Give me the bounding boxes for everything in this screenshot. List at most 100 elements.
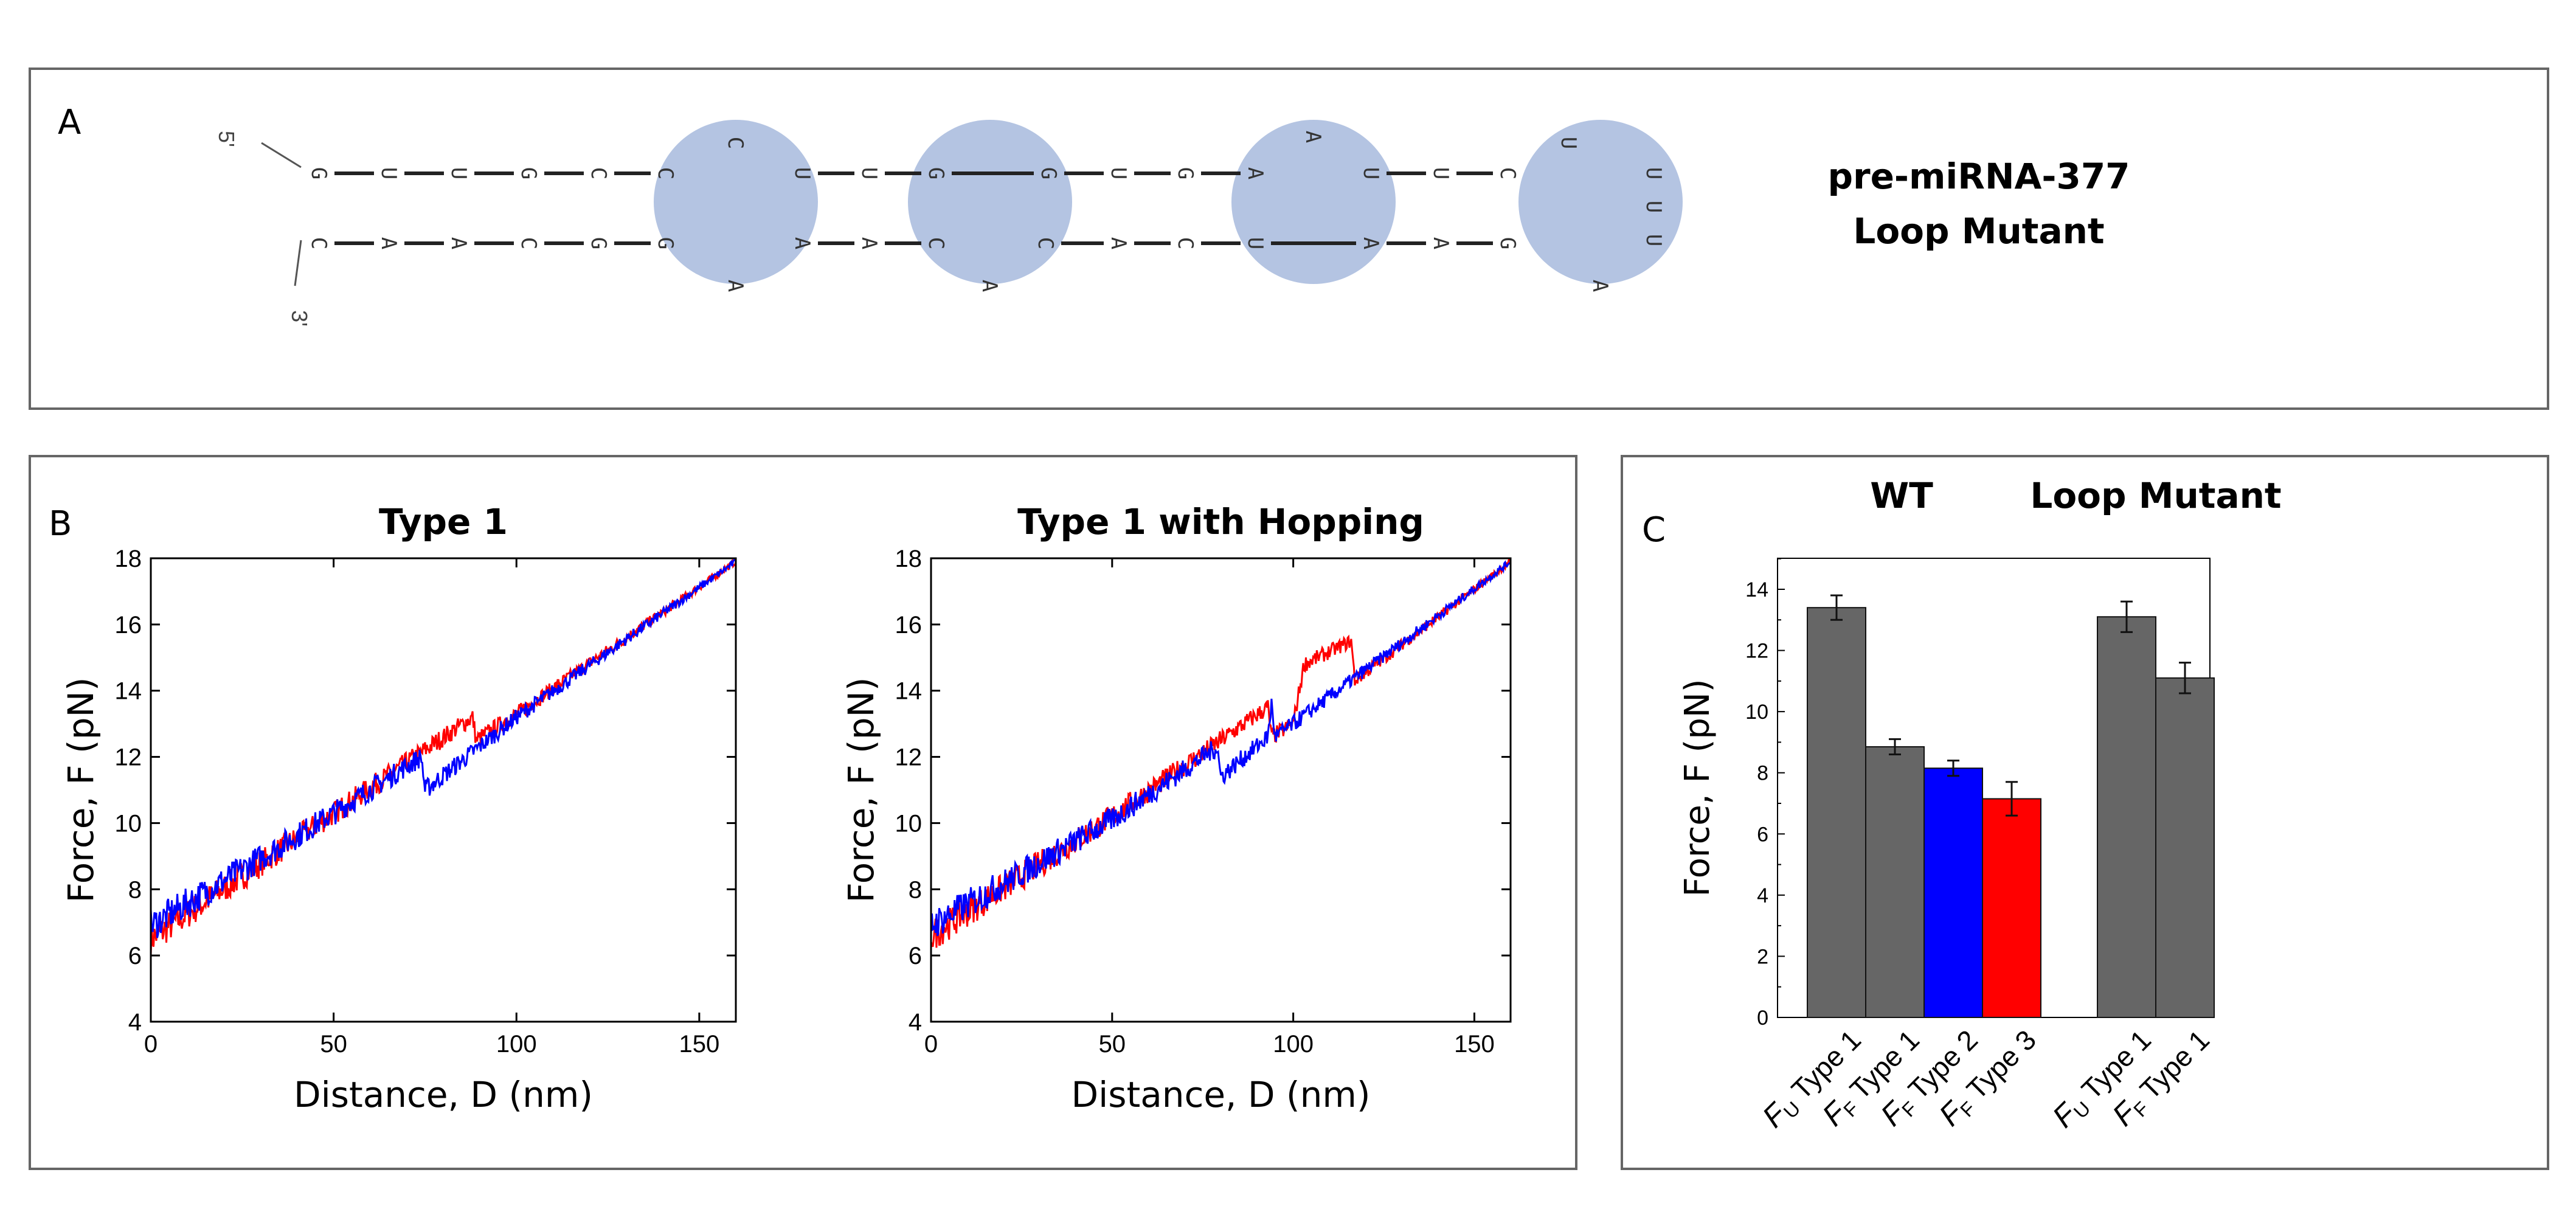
three-prime-tail — [294, 240, 302, 286]
nucleotide-bottom: C — [516, 237, 541, 249]
nucleotide-top: U — [376, 167, 401, 179]
x-tick-label: 100 — [496, 1031, 537, 1058]
nucleotide-bottom: A — [1588, 280, 1612, 292]
bar — [2097, 616, 2156, 1018]
nucleotide-bottom: A — [977, 280, 1002, 292]
nucleotide-top: G — [306, 167, 331, 179]
nucleotide-top: G — [924, 167, 948, 179]
nucleotide-bottom: G — [586, 237, 611, 249]
five-prime-tail — [261, 142, 302, 168]
y-tick-label: 12 — [115, 744, 142, 771]
loop-highlight-2 — [908, 120, 1072, 284]
nucleotide-bottom: A — [857, 237, 881, 249]
nucleotide-bottom: A — [790, 237, 814, 249]
nucleotide-top: G — [1173, 167, 1197, 179]
nucleotide-top: U — [1428, 167, 1453, 179]
x-axis-label: Distance, D (nm) — [1071, 1074, 1370, 1115]
bar — [1865, 746, 1925, 1018]
y-tick-label: 6 — [128, 943, 142, 969]
bar — [1982, 798, 2041, 1018]
x-tick-label: 50 — [320, 1031, 347, 1058]
nucleotide-bottom: U — [1243, 237, 1267, 249]
plot-type1-hopping: Type 1 with Hopping 0 50 100 150 4 6 8 10 12 14 16 1… — [840, 501, 1512, 1115]
plot-type1: Type 1 0 50 100 150 4 6 8 10 12 14 16 18 Distance, D … — [60, 501, 737, 1115]
group-label-loop-mutant: Loop Mutant — [2030, 475, 2281, 516]
loop-highlight-4 — [1518, 120, 1683, 284]
five-prime-label: 5' — [214, 131, 239, 147]
trace-relax — [150, 558, 737, 938]
y-tick-label: 6 — [909, 943, 922, 969]
y-axis-label: Force, F (pN) — [60, 677, 102, 902]
bar — [1807, 607, 1866, 1018]
y-tick-label: 10 — [115, 810, 142, 837]
nucleotide-bottom: A — [376, 237, 401, 249]
plot-area — [151, 558, 736, 1022]
nucleotide-bottom: A — [1106, 237, 1130, 249]
x-tick-label: 0 — [144, 1031, 158, 1058]
y-tick-label: 8 — [128, 876, 142, 903]
nucleotide-top: U — [857, 167, 881, 179]
nucleotide-top: U — [1556, 137, 1581, 149]
y-tick-label: 12 — [1745, 640, 1768, 663]
x-tick-label: 150 — [679, 1031, 720, 1058]
nucleotide-top: U — [1359, 167, 1383, 179]
nucleotide-top: G — [1036, 167, 1061, 179]
three-prime-label: 3' — [287, 310, 312, 327]
x-tick-label: 0 — [924, 1031, 938, 1058]
plot-frame — [930, 557, 1512, 1023]
nucleotide-bottom: A — [446, 237, 471, 249]
loop-highlight-1 — [654, 120, 818, 284]
nucleotide-bottom: C — [1033, 237, 1058, 249]
y-tick-label: 14 — [115, 678, 142, 705]
nucleotide-top: C — [586, 167, 611, 179]
nucleotide-bottom: C — [1173, 237, 1197, 249]
nucleotide-top: U — [1106, 167, 1130, 179]
panel-b-frame — [29, 455, 1577, 1170]
panel-b-label: B — [49, 504, 72, 544]
y-tick-label: 16 — [895, 612, 923, 639]
nucleotide-bottom: C — [306, 237, 331, 249]
loop-highlight-3 — [1231, 120, 1396, 284]
y-axis-label: Force, F (pN) — [840, 677, 882, 902]
nucleotide-top: G — [516, 167, 541, 179]
y-tick-label: 12 — [895, 744, 923, 771]
y-tick-label: 10 — [895, 810, 923, 837]
y-axis-label: Force, F (pN) — [1678, 679, 1717, 896]
nucleotide-bottom: G — [1495, 237, 1520, 249]
nucleotide-bottom: C — [924, 237, 948, 249]
x-axis-label: Distance, D (nm) — [294, 1074, 593, 1115]
y-tick-label: 4 — [1757, 884, 1768, 907]
y-tick-label: 8 — [909, 876, 922, 903]
panel-c-frame — [1621, 455, 2549, 1170]
y-tick-label: 14 — [895, 678, 923, 705]
plot-title: Type 1 — [379, 501, 508, 542]
plot-frame — [150, 557, 737, 1023]
y-tick-label: 4 — [909, 1009, 922, 1036]
y-tick-label: 8 — [1757, 762, 1768, 785]
panel-c-label: C — [1642, 510, 1666, 550]
x-tick-label: 50 — [1099, 1031, 1126, 1058]
nucleotide-top: A — [1301, 131, 1325, 143]
trace-relax — [930, 560, 1512, 937]
y-tick-label: 4 — [128, 1009, 142, 1036]
bar — [1923, 767, 1983, 1018]
nucleotide-top: U — [1641, 167, 1666, 179]
x-tick-label: 100 — [1273, 1031, 1314, 1058]
nucleotide-bottom: A — [1428, 237, 1453, 249]
bar — [2155, 677, 2215, 1019]
y-tick-label: 18 — [115, 546, 142, 572]
y-tick-label: 18 — [895, 546, 923, 572]
nucleotide-top: U — [446, 167, 471, 179]
nucleotide-top: U — [790, 167, 814, 179]
y-tick-label: 0 — [1757, 1006, 1768, 1030]
y-tick-label: 14 — [1745, 578, 1768, 601]
rna-secondary-structure: 5' 3' G U U G C C C U U G G U G A A U U C U U U C A A C G G A A A C A C A C U… — [214, 120, 1683, 327]
y-tick-label: 6 — [1757, 823, 1768, 846]
x-tick-label: 150 — [1454, 1031, 1495, 1058]
nucleotide-bottom: U — [1641, 201, 1666, 213]
y-tick-label: 10 — [1745, 701, 1768, 724]
structure-subtitle: Loop Mutant — [1853, 210, 2104, 252]
nucleotide-top: C — [723, 137, 747, 149]
plot-title: Type 1 with Hopping — [1017, 501, 1424, 542]
